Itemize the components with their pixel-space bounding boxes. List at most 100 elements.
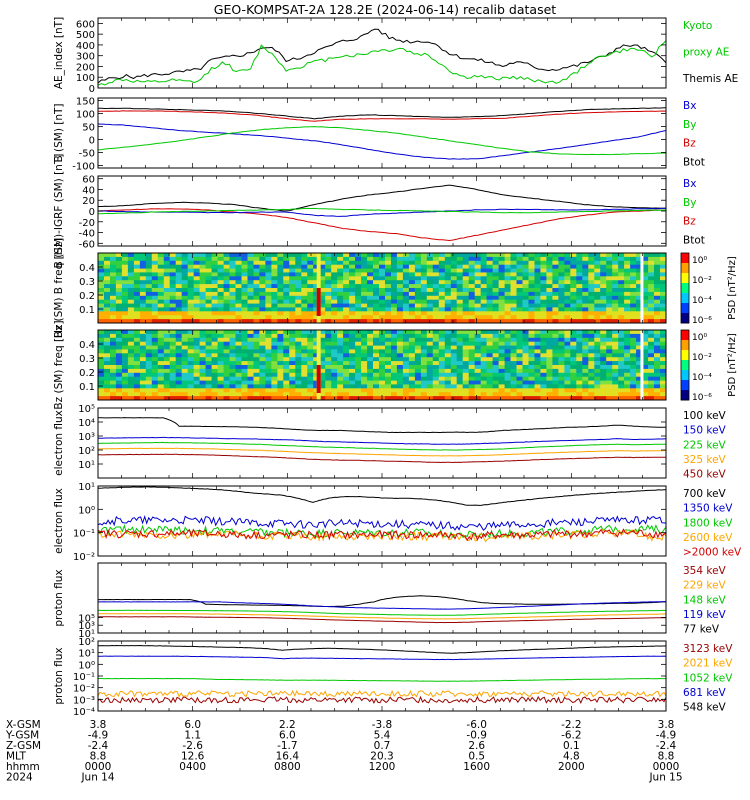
spectrogram-cell: [289, 388, 296, 393]
spectrogram-cell: [516, 260, 523, 266]
spectrogram-cell: [498, 284, 506, 289]
spectrogram-cell: [618, 256, 625, 262]
spectrogram-cell: [402, 288, 410, 293]
spectrogram-cell: [391, 315, 398, 320]
spectrogram-cell: [385, 284, 392, 289]
spectrogram-cell: [396, 357, 404, 362]
spectrogram-cell: [391, 392, 398, 397]
spectrogram-cell: [133, 330, 141, 335]
legend-entry: 100 keV: [683, 410, 727, 422]
spectrogram-cell: [606, 357, 613, 362]
spectrogram-cell: [480, 256, 488, 262]
spectrogram-cell: [588, 380, 595, 385]
spectrogram-cell: [151, 361, 159, 366]
spectrogram-cell: [181, 388, 189, 393]
spectrogram-cell: [127, 253, 135, 258]
spectrogram-cell: [217, 295, 225, 301]
legend-entry: 354 keV: [683, 565, 727, 577]
spectrogram-cell: [385, 307, 392, 312]
spectrogram-cell: [450, 284, 458, 289]
spectrogram-cell: [570, 388, 577, 393]
spectrogram-cell: [636, 384, 643, 389]
spectrogram-cell: [337, 256, 344, 262]
spectrogram-cell: [265, 330, 272, 335]
spectrogram-cell: [110, 295, 117, 301]
spectrogram-cell: [325, 384, 332, 389]
spectrogram-cell: [169, 295, 177, 301]
spectrogram-cell: [432, 345, 440, 350]
spectrogram-cell: [534, 372, 541, 378]
spectrogram-cell: [408, 288, 416, 293]
spectrogram-cell: [247, 388, 254, 393]
spectrogram-cell: [630, 345, 637, 350]
spectrogram-cell: [396, 272, 404, 277]
spectrogram-cell: [624, 288, 631, 293]
spectrogram-cell: [289, 330, 296, 335]
spectrogram-cell: [289, 288, 296, 293]
spectrogram-cell: [516, 380, 523, 385]
spectrogram-cell: [385, 357, 392, 362]
spectrogram-cell: [534, 365, 541, 370]
spectrogram-cell: [510, 376, 517, 382]
spectrogram-cell: [127, 392, 135, 397]
spectrogram-cell: [456, 280, 464, 285]
spectrogram-cell: [391, 284, 398, 289]
spectrogram-cell: [313, 276, 320, 281]
spectrogram-cell: [169, 256, 177, 262]
spectrogram-cell: [600, 361, 607, 366]
spectrogram-cell: [450, 376, 458, 382]
spectrogram-cell: [163, 396, 171, 401]
spectrogram-cell: [157, 253, 165, 258]
spectrogram-cell: [301, 333, 308, 339]
spectrogram-cell: [486, 276, 494, 281]
spectrogram-cell: [552, 284, 559, 289]
spectrogram-cell: [181, 264, 189, 270]
spectrogram-cell: [217, 353, 225, 358]
spectrogram-cell: [265, 291, 272, 297]
spectrogram-cell: [187, 253, 195, 258]
spectrogram-cell: [205, 388, 213, 393]
spectrogram-cell: [546, 268, 553, 273]
spectrogram-cell: [133, 311, 141, 316]
spectrogram-cell: [648, 365, 655, 370]
spectrogram-cell: [157, 319, 165, 324]
spectrogram-cell: [522, 372, 529, 378]
spectrogram-cell: [468, 396, 476, 401]
spectrogram-cell: [612, 361, 619, 366]
spectrogram-cell: [115, 319, 123, 324]
spectrogram-cell: [187, 345, 195, 350]
spectrogram-cell: [121, 280, 129, 285]
spectrogram-cell: [660, 288, 667, 293]
spectrogram-cell: [468, 303, 476, 308]
spectrogram-cell: [235, 368, 242, 374]
spectrogram-cell: [654, 315, 661, 320]
spectrogram-cell: [373, 311, 380, 316]
spectrogram-cell: [211, 330, 219, 335]
spectrogram-cell: [253, 361, 260, 366]
spectrogram-cell: [121, 380, 129, 385]
spectrogram-cell: [307, 337, 314, 343]
spectrogram-cell: [522, 295, 529, 301]
spectrogram-cell: [361, 365, 368, 370]
spectrogram-cell: [558, 280, 565, 285]
spectrogram-cell: [396, 368, 404, 374]
spectrogram-cell: [343, 357, 350, 362]
spectrogram-cell: [157, 284, 165, 289]
spectrogram-cell: [660, 284, 667, 289]
spectrogram-cell: [301, 388, 308, 393]
spectrogram-cell: [462, 349, 470, 354]
spectrogram-cell: [151, 303, 159, 308]
spectrogram-cell: [265, 365, 272, 370]
spectrogram-cell: [474, 396, 482, 401]
spectrogram-cell: [277, 392, 284, 397]
spectrogram-cell: [558, 295, 565, 301]
spectrogram-cell: [618, 372, 625, 378]
spectrogram-cell: [307, 303, 314, 308]
spectrogram-cell: [522, 256, 529, 262]
spectrogram-cell: [396, 311, 404, 316]
spectrogram-cell: [630, 311, 637, 316]
spectrogram-cell: [534, 284, 541, 289]
spectrogram-cell: [498, 303, 506, 308]
spectrogram-cell: [283, 380, 290, 385]
spectrogram-cell: [133, 345, 141, 350]
